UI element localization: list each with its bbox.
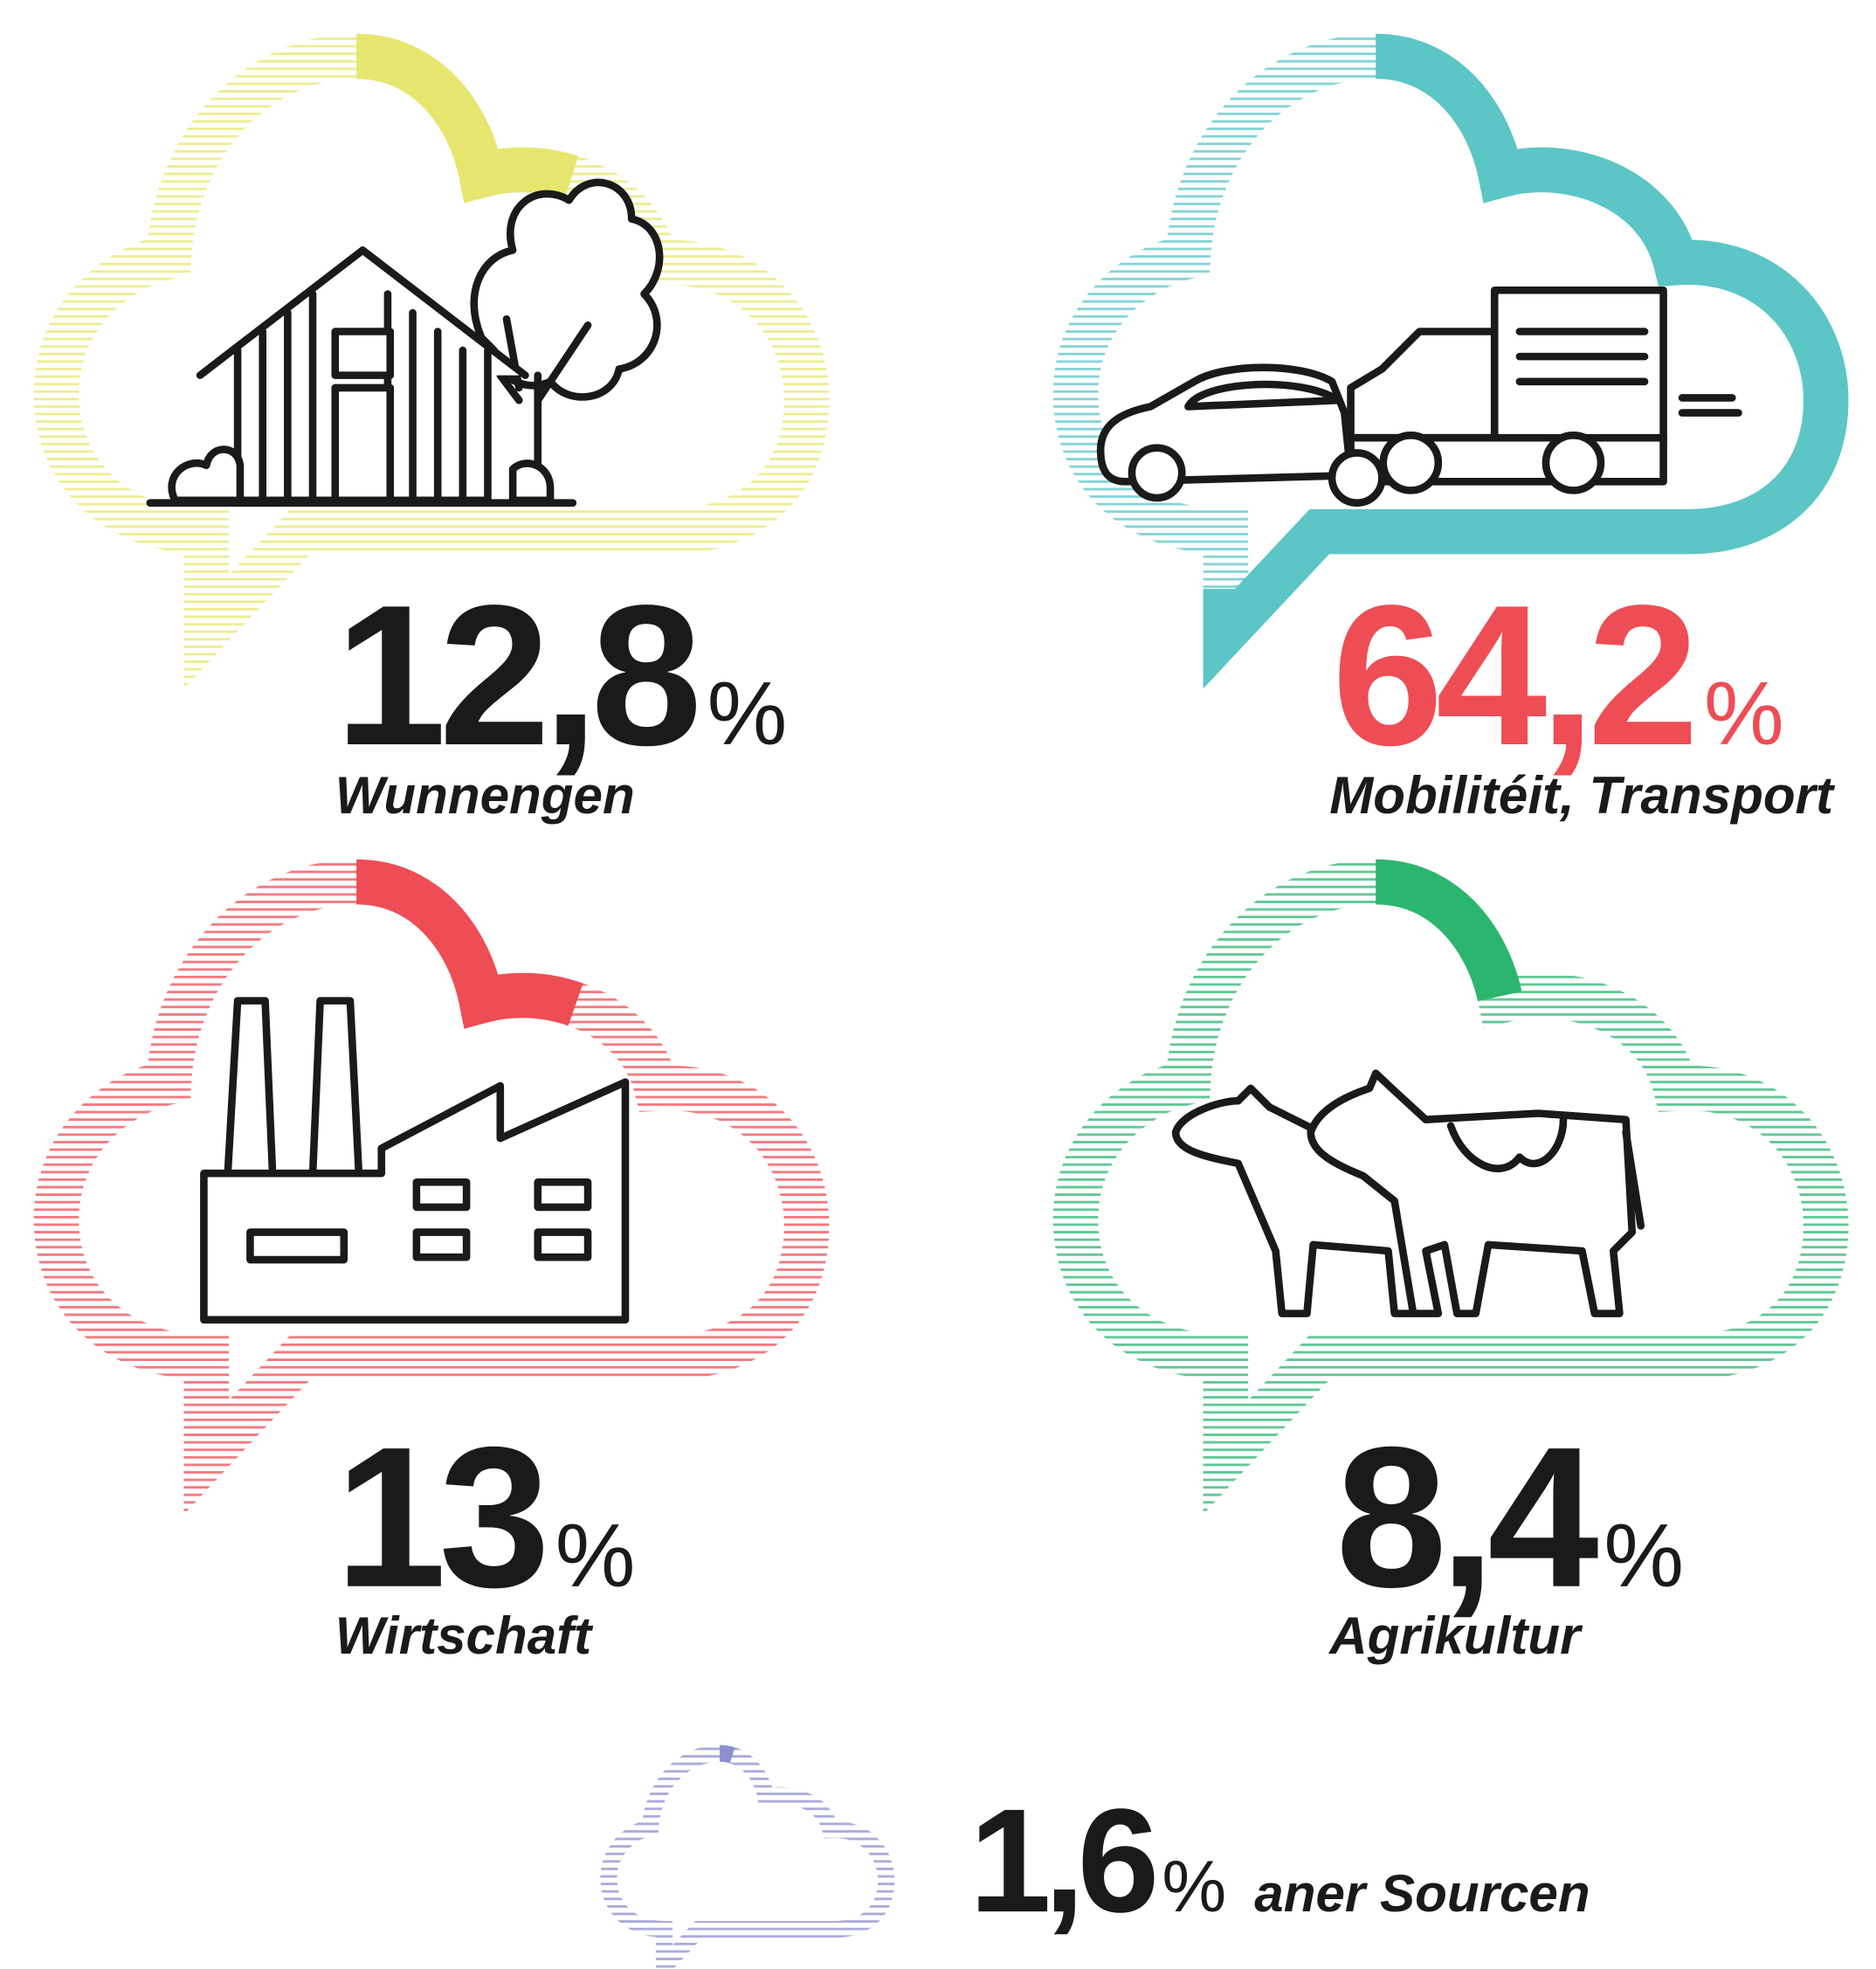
cows-icon <box>1176 1074 1641 1314</box>
cloud-panel <box>609 1753 886 1966</box>
value-label: 1,6 <box>969 1778 1155 1943</box>
unit: % <box>707 663 788 763</box>
category-label: Wirtschaft <box>335 1606 594 1665</box>
infographic: 12,8%Wunnengen64,2%Mobilitéit, Transport… <box>0 0 1876 1969</box>
share-value: 1,6% <box>969 1778 1226 1943</box>
share-value: 8,4% <box>1335 1406 1684 1629</box>
cloud-outline <box>609 1753 886 1966</box>
share-value: 12,8% <box>335 563 788 787</box>
vehicles-icon <box>1100 290 1738 502</box>
unit: % <box>555 1505 636 1606</box>
house-icon <box>150 183 659 503</box>
value-label: 13 <box>335 1406 544 1629</box>
category-label: Wunnengen <box>335 766 635 825</box>
category-label: aner Sourcen <box>1254 1864 1590 1923</box>
value-label: 64,2 <box>1332 563 1692 787</box>
share-value: 13% <box>335 1406 636 1629</box>
category-label: Agrikultur <box>1328 1606 1583 1665</box>
value-label: 12,8 <box>335 563 697 787</box>
unit: % <box>1162 1846 1226 1927</box>
unit: % <box>1604 1505 1684 1606</box>
unit: % <box>1704 663 1784 763</box>
category-label: Mobilitéit, Transport <box>1329 766 1836 825</box>
share-value: 64,2% <box>1332 563 1784 787</box>
factory-icon <box>203 1001 625 1320</box>
value-label: 8,4 <box>1335 1406 1598 1629</box>
